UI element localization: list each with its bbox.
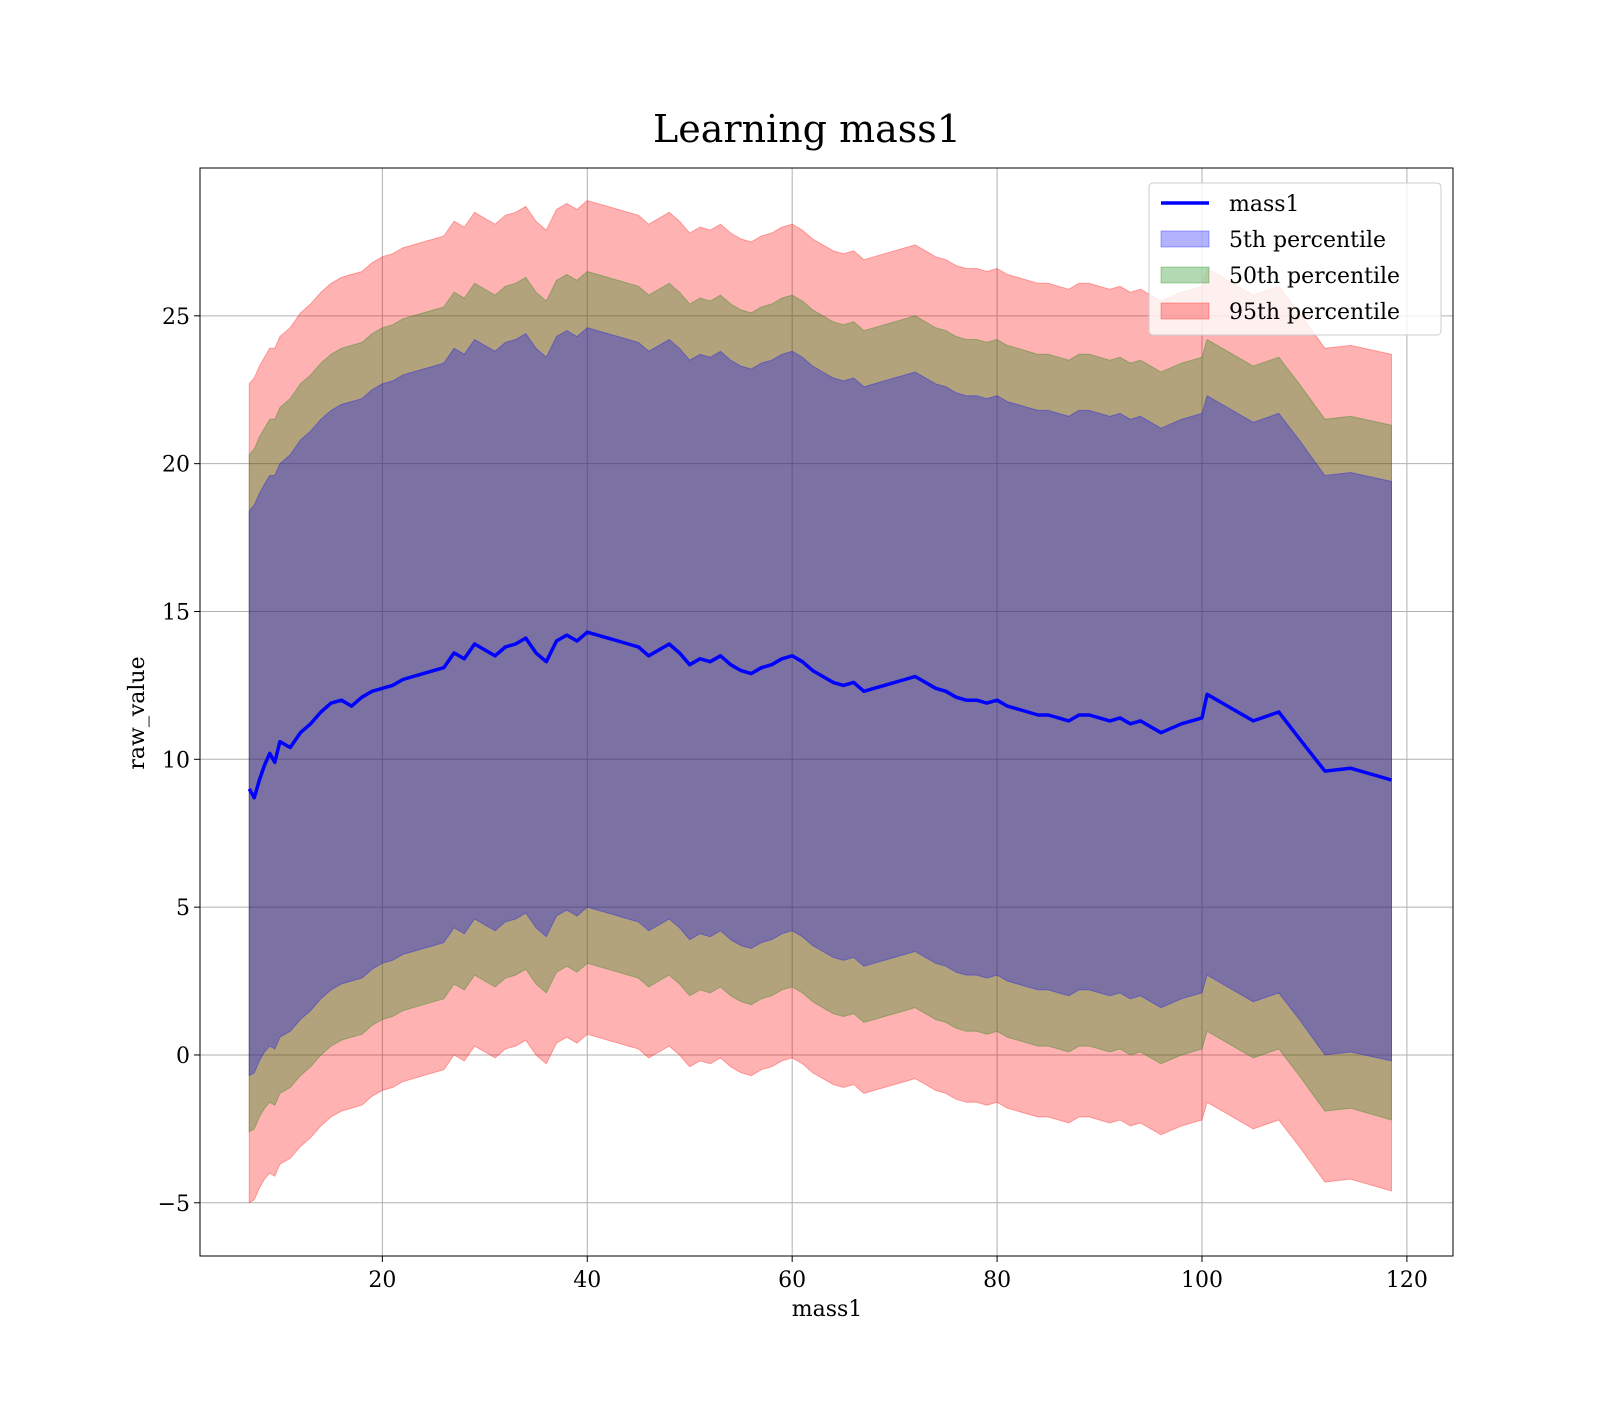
- legend-label: 50th percentile: [1229, 264, 1400, 289]
- y-tick-label: 15: [162, 600, 190, 625]
- chart-title: Learning mass1: [653, 107, 961, 151]
- percentile-bands: [248, 199, 1392, 1204]
- x-tick-label: 40: [573, 1268, 601, 1293]
- series-line-mass1: [247, 630, 1392, 800]
- y-tick-label: 0: [176, 1044, 190, 1069]
- ticks: 20 40 60 80 100 120 −5 0 5 10 15 20 25: [158, 305, 1428, 1293]
- plot-area: [200, 168, 1453, 1256]
- legend-swatch-patch: [1160, 302, 1210, 320]
- y-tick-label: −5: [158, 1192, 190, 1217]
- series-lines: [247, 630, 1392, 800]
- x-tick-label: 100: [1181, 1268, 1223, 1293]
- legend-label: mass1: [1229, 192, 1300, 217]
- y-tick-label: 20: [162, 453, 190, 478]
- x-tick-label: 120: [1386, 1268, 1428, 1293]
- x-tick-label: 60: [778, 1268, 806, 1293]
- legend-label: 5th percentile: [1229, 228, 1386, 253]
- legend-swatch-patch: [1160, 230, 1210, 248]
- legend-swatch-patch: [1160, 266, 1210, 284]
- plot-frame: [199, 167, 1454, 1257]
- y-tick-label: 5: [176, 896, 190, 921]
- band-95th-percentile: [248, 199, 1392, 1204]
- legend-label: 95th percentile: [1229, 300, 1400, 325]
- band-50th-percentile: [248, 270, 1392, 1133]
- y-tick-label: 10: [162, 748, 190, 773]
- y-tick-label: 25: [162, 305, 190, 330]
- y-axis-label: raw_value: [125, 656, 150, 769]
- x-tick-label: 80: [983, 1268, 1011, 1293]
- legend-box: [1148, 182, 1442, 336]
- band-5th-percentile: [248, 327, 1392, 1077]
- x-tick-label: 20: [368, 1268, 396, 1293]
- grid: [200, 168, 1453, 1256]
- x-axis-label: mass1: [792, 1297, 863, 1322]
- legend: mass1 5th percentile 50th percentile 95th p…: [1148, 182, 1442, 336]
